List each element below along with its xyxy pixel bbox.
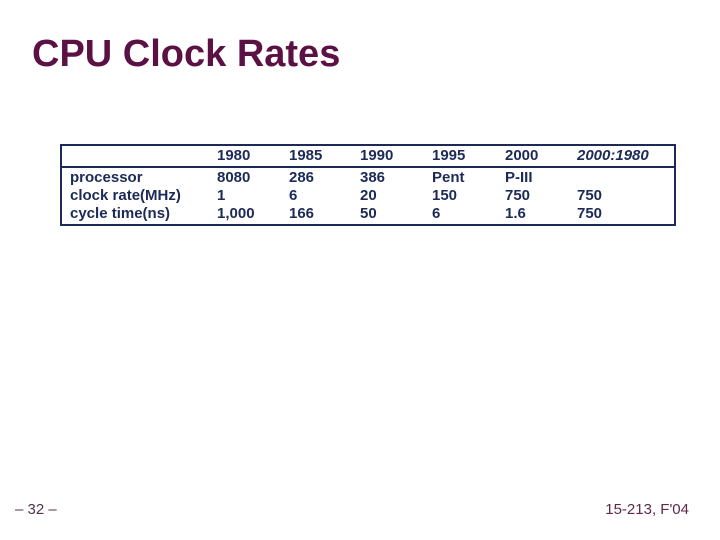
cell-value: Pent xyxy=(432,169,465,186)
column-header-1995: 1995 xyxy=(432,147,466,164)
table-row-clock-rate: clock rate(MHz) 1 6 20 150 750 750 xyxy=(62,187,674,205)
column-header-ratio: 2000:1980 xyxy=(577,147,649,164)
table-body: processor 8080 286 386 Pent P-III clock … xyxy=(62,168,674,223)
cell-value: 750 xyxy=(505,187,531,204)
cell-value: 8080 xyxy=(217,169,251,186)
row-label: processor xyxy=(70,169,143,186)
cell-value: 6 xyxy=(432,205,441,222)
column-header-blank xyxy=(62,146,217,166)
table-row-cycle-time: cycle time(ns) 1,000 166 50 6 1.6 750 xyxy=(62,205,674,223)
cell-value: 20 xyxy=(360,187,377,204)
cell-value: 386 xyxy=(360,169,386,186)
cpu-clock-rates-table: 1980 1985 1990 1995 2000 2000:1980 proce… xyxy=(60,144,676,226)
cell-value: 6 xyxy=(289,187,298,204)
cell-value: 1.6 xyxy=(505,205,526,222)
column-header-2000: 2000 xyxy=(505,147,539,164)
table-header-row: 1980 1985 1990 1995 2000 2000:1980 xyxy=(62,146,674,168)
cell-value: 1 xyxy=(217,187,226,204)
cell-value: 50 xyxy=(360,205,377,222)
cell-value: 750 xyxy=(577,205,603,222)
course-footer: 15-213, F'04 xyxy=(605,501,689,518)
cell-value: 750 xyxy=(577,187,603,204)
page-title: CPU Clock Rates xyxy=(32,33,341,75)
cell-value: 286 xyxy=(289,169,315,186)
column-header-1980: 1980 xyxy=(217,147,251,164)
cell-value: 166 xyxy=(289,205,315,222)
column-header-1985: 1985 xyxy=(289,147,323,164)
column-header-1990: 1990 xyxy=(360,147,394,164)
page-number: – 32 – xyxy=(15,501,57,518)
table-row-processor: processor 8080 286 386 Pent P-III xyxy=(62,169,674,187)
row-label: cycle time(ns) xyxy=(70,205,171,222)
cell-value: 150 xyxy=(432,187,458,204)
cell-value: P-III xyxy=(505,169,533,186)
cell-value xyxy=(577,169,674,187)
cell-value: 1,000 xyxy=(217,205,255,222)
row-label: clock rate(MHz) xyxy=(70,187,181,204)
